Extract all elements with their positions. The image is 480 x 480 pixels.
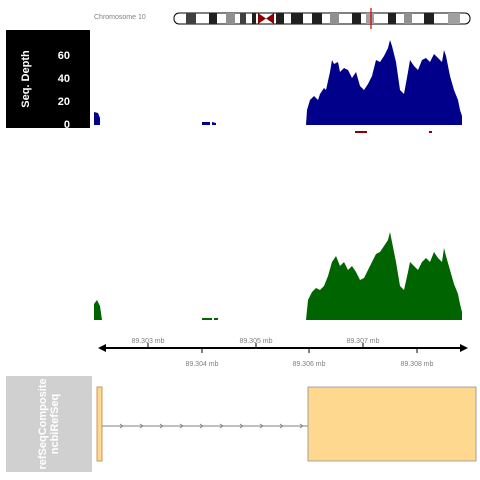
depth-y-tick-label: 0 (63, 119, 70, 131)
gene-exon[interactable] (307, 386, 477, 462)
genome-axis[interactable]: 89.303 mb 89.305 mb 89.307 mb 89.304 mb … (98, 338, 468, 368)
chromosome-label: Chromosome 10 (94, 14, 146, 21)
depth-y-tick-label: 40 (57, 73, 70, 85)
gene-track-title-panel: refSeqComposite ncbiRefSeq (6, 376, 92, 472)
gene-track-title-line2: ncbiRefSeq (49, 393, 61, 455)
gene-strand-arrows (119, 423, 304, 429)
depth-marker (355, 131, 367, 133)
gene-track-title-line1: refSeqComposite (37, 378, 49, 470)
depth-histogram[interactable] (94, 40, 462, 133)
depth-y-tick-label: 20 (57, 96, 70, 108)
axis-tick-label: 89.306 mb (292, 361, 325, 368)
axis-tick-label: 89.307 mb (346, 338, 379, 345)
coverage-histogram-area (94, 232, 462, 320)
axis-tick-label: 89.305 mb (239, 338, 272, 345)
chromosome-ideogram[interactable] (173, 8, 471, 29)
gene-exon[interactable] (96, 386, 103, 462)
depth-histogram-area (94, 40, 462, 125)
depth-y-tick-label: 60 (57, 50, 70, 62)
gene-model[interactable] (96, 386, 477, 462)
axis-tick-label: 89.303 mb (131, 338, 164, 345)
depth-track-title: Seq. Depth (20, 50, 32, 108)
gene-track-title: refSeqComposite ncbiRefSeq (37, 378, 61, 469)
axis-tick-label: 89.304 mb (185, 361, 218, 368)
coverage-histogram[interactable] (94, 232, 462, 320)
axis-tick-label: 89.308 mb (400, 361, 433, 368)
depth-marker (429, 131, 432, 133)
depth-track-title-panel: Seq. Depth 60 40 20 0 (6, 30, 90, 131)
